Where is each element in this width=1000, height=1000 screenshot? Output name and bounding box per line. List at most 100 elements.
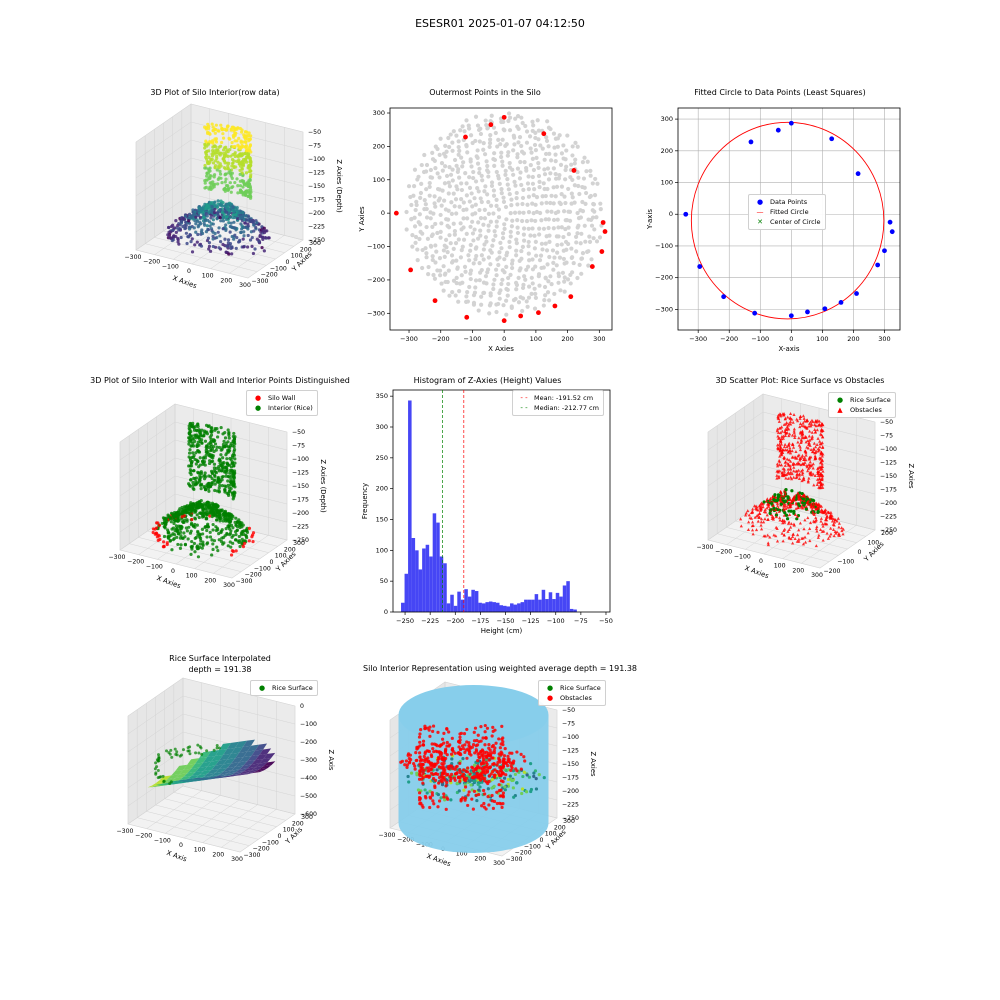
- rice-point: [187, 426, 191, 431]
- data-point: [247, 156, 251, 160]
- data-point: [187, 227, 192, 231]
- gray-point: [484, 122, 489, 128]
- data-point: [208, 249, 213, 253]
- gray-point: [560, 270, 566, 275]
- rice-point: [503, 788, 507, 792]
- obstacle-point: [832, 520, 837, 524]
- gray-point: [547, 298, 552, 303]
- gray-point: [544, 200, 549, 205]
- obstacle-point: [789, 525, 793, 529]
- rice-point: [194, 751, 198, 755]
- gray-point: [491, 188, 497, 193]
- gray-point: [543, 293, 548, 298]
- gray-point: [562, 289, 567, 294]
- gray-point: [549, 193, 554, 198]
- histogram-bar: [541, 589, 546, 612]
- surface-patch: [187, 774, 200, 780]
- gray-point: [507, 239, 512, 244]
- x-tick-label: −200: [720, 335, 738, 343]
- x-tick-label: 300: [223, 582, 235, 589]
- gray-point: [494, 197, 499, 202]
- gray-point: [514, 248, 519, 253]
- gray-point: [430, 232, 435, 237]
- surface-patch: [179, 775, 192, 781]
- data-point: [249, 169, 253, 173]
- gray-point: [422, 197, 427, 203]
- gray-point: [526, 174, 531, 179]
- gray-point: [424, 251, 429, 256]
- gray-point: [451, 191, 456, 196]
- rice-point: [226, 445, 231, 449]
- gray-point: [582, 223, 587, 228]
- obstacle-point: [783, 502, 787, 506]
- obstacle-point: [797, 537, 801, 541]
- data-point: [213, 207, 217, 211]
- gray-point: [431, 272, 436, 278]
- obstacle-point: [778, 516, 782, 520]
- gray-point: [555, 217, 560, 222]
- data-point: [174, 230, 178, 234]
- obstacle-point: [820, 462, 824, 466]
- data-point: [203, 181, 207, 185]
- surface-patch: [235, 772, 248, 776]
- data-point: [247, 184, 251, 189]
- gray-point: [509, 203, 514, 208]
- data-point: [179, 220, 184, 224]
- x-tick-label: 0: [187, 268, 191, 275]
- obstacle-point: [815, 442, 819, 446]
- red-triangle-icon: ▲: [837, 406, 843, 414]
- data-point: [185, 241, 189, 246]
- rice-point: [242, 529, 246, 533]
- data-point: [775, 127, 781, 133]
- rice-point: [210, 454, 214, 458]
- obstacle-point: [798, 521, 802, 525]
- data-point: [243, 221, 247, 225]
- data-point: [213, 236, 217, 240]
- gray-point: [541, 303, 546, 308]
- obstacle-point: [814, 519, 818, 523]
- gray-point: [481, 247, 486, 252]
- rice-point: [178, 525, 182, 529]
- data-point: [183, 226, 187, 231]
- obstacle-point: [820, 459, 824, 463]
- rice-point: [202, 455, 206, 459]
- x-tick-label: 0: [502, 335, 506, 343]
- obstacle-point: [820, 465, 824, 469]
- surface-patch: [231, 765, 244, 771]
- obstacle-point: [783, 490, 787, 494]
- gray-point: [503, 172, 508, 177]
- gray-point: [437, 152, 442, 157]
- obstacle-point: [807, 463, 811, 467]
- rice-point: [512, 795, 516, 799]
- rice-point: [794, 496, 798, 501]
- obstacle-point: [798, 416, 802, 420]
- gray-point: [533, 148, 539, 153]
- gray-point: [478, 196, 483, 201]
- gray-point: [418, 229, 423, 234]
- surface-patch: [203, 755, 216, 763]
- gray-point: [486, 199, 491, 205]
- panel-histogram: Histogram of Z-Axies (Height) Values −25…: [355, 372, 620, 637]
- gray-point: [538, 210, 543, 216]
- plot-frame: [392, 389, 611, 613]
- obstacle-point: [743, 513, 748, 517]
- rice-point: [236, 539, 240, 543]
- surface-patch: [251, 770, 264, 774]
- obstacle-point: [830, 516, 834, 520]
- gray-point: [513, 183, 518, 188]
- rice-point: [213, 442, 218, 446]
- rice-point: [486, 787, 490, 791]
- gray-point: [543, 193, 548, 199]
- rice-point: [227, 489, 232, 493]
- rice-point: [222, 512, 226, 516]
- data-point: [215, 168, 219, 172]
- obstacle-point: [795, 475, 799, 479]
- histogram-bar: [531, 599, 535, 612]
- gray-point: [473, 246, 478, 251]
- gray-point: [549, 209, 554, 214]
- gray-point: [517, 176, 523, 181]
- surface-patch: [219, 742, 231, 751]
- rice-point: [173, 747, 177, 751]
- y-tick-label: 200: [373, 142, 385, 150]
- obstacle-point: [797, 468, 801, 472]
